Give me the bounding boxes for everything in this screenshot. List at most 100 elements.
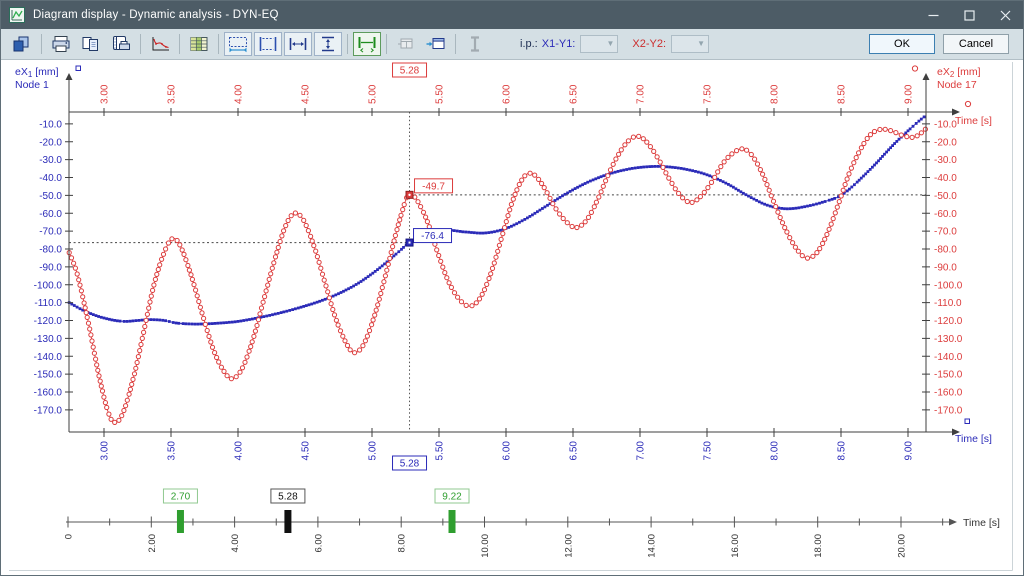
table-button[interactable] <box>185 32 213 56</box>
timeline-tick-label: 18.00 <box>813 534 824 558</box>
copy-button[interactable] <box>8 32 36 56</box>
data-point-circle <box>734 148 740 154</box>
data-point-square <box>628 167 631 171</box>
data-point-circle <box>918 130 925 136</box>
data-point-circle <box>194 293 200 299</box>
axis-title: eX1 [mm] <box>15 66 59 79</box>
data-point-square <box>402 246 405 249</box>
data-point-circle <box>260 299 266 305</box>
timeline-tick-label: 4.00 <box>230 534 241 553</box>
data-point-square <box>873 163 876 167</box>
print-button[interactable] <box>47 32 75 56</box>
data-point-circle <box>708 179 715 186</box>
print-setup-button[interactable] <box>107 32 135 56</box>
data-point-circle <box>141 329 147 335</box>
data-point-circle <box>357 347 363 353</box>
data-point-circle <box>80 294 86 300</box>
data-point-circle <box>331 312 338 318</box>
x-tick-label-bottom: 7.00 <box>636 441 647 461</box>
data-point-square <box>879 157 882 160</box>
cursor-crosshair[interactable] <box>69 112 926 432</box>
data-point-circle <box>663 170 669 176</box>
data-point-circle <box>394 227 400 233</box>
minimize-button[interactable] <box>915 1 951 29</box>
data-point-circle <box>505 213 511 219</box>
data-point-square <box>682 167 686 171</box>
data-point-circle <box>882 126 888 132</box>
data-point-square <box>467 230 471 234</box>
x-tick-label-top: 9.00 <box>904 84 915 104</box>
range-horizontal-button[interactable] <box>284 32 312 56</box>
data-point-square <box>187 322 191 326</box>
data-point-square <box>385 260 389 264</box>
y-tick-label-left: -110.0 <box>34 298 62 309</box>
data-point-circle <box>265 282 271 288</box>
data-point-square <box>122 320 126 323</box>
zoom-window-button[interactable] <box>254 32 282 56</box>
timeline-tick-label: 14.00 <box>647 534 658 558</box>
window-add-button[interactable] <box>392 32 420 56</box>
data-point-square <box>877 159 880 163</box>
timeline[interactable]: 0 2.00 4.00 6.00 8.00 10.00 12.00 14.00 16.00 18.… <box>64 488 1001 558</box>
data-point-square <box>149 318 153 321</box>
data-point-square <box>490 230 493 234</box>
x-tick-label-top: 6.00 <box>502 84 513 104</box>
data-point-square <box>199 322 203 326</box>
data-point-circle <box>373 307 379 313</box>
data-point-circle <box>762 176 768 183</box>
data-point-square <box>755 199 758 202</box>
time-range-button[interactable] <box>353 32 381 56</box>
data-point-circle <box>400 207 406 213</box>
data-point-square <box>512 223 516 227</box>
ibeam-icon <box>471 36 479 52</box>
data-point-circle <box>790 240 796 246</box>
close-button[interactable] <box>987 1 1023 29</box>
data-point-circle <box>715 169 721 175</box>
data-point-circle <box>846 171 852 177</box>
data-point-square <box>737 188 740 192</box>
data-point-circle <box>179 247 185 253</box>
data-point-square <box>768 204 772 208</box>
data-point-circle <box>893 130 899 136</box>
data-point-square <box>800 205 804 209</box>
data-point-circle <box>309 238 315 244</box>
data-point-circle <box>84 314 90 320</box>
timeline-slider-handle[interactable] <box>176 510 184 533</box>
data-point-circle <box>502 225 508 231</box>
data-point-square <box>788 207 792 211</box>
ibeam-button[interactable] <box>461 32 489 56</box>
data-point-circle <box>254 322 260 329</box>
data-point-circle <box>146 305 152 311</box>
data-point-circle <box>150 287 156 293</box>
data-point-circle <box>909 134 915 141</box>
data-point-circle <box>94 362 100 368</box>
data-point-square <box>602 174 606 178</box>
diagram-button[interactable] <box>146 32 174 56</box>
axis-title: eX2 [mm] <box>937 66 981 79</box>
data-point-circle <box>108 416 114 422</box>
data-point-circle <box>155 266 161 273</box>
data-point-circle <box>458 299 465 305</box>
data-point-square <box>885 150 888 154</box>
data-point-circle <box>90 344 96 350</box>
data-point-circle <box>622 142 628 148</box>
cursor-readout[interactable]: -49.7 -76.4 5.28 5.28 <box>392 62 454 471</box>
data-point-square <box>233 320 237 324</box>
data-point-square <box>171 321 175 324</box>
diagram-canvas[interactable]: 3.00 3.00 3.50 3.50 4.00 4.00 4.50 4.50 5.00 5.00… <box>1 60 1023 576</box>
timeline-slider-handle[interactable] <box>448 510 456 533</box>
data-point-circle <box>255 317 262 323</box>
data-point-circle <box>314 254 320 260</box>
data-point-circle <box>752 156 758 162</box>
maximize-button[interactable] <box>951 1 987 29</box>
window-arrow-button[interactable] <box>422 32 450 56</box>
timeline-slider-handle[interactable] <box>284 510 292 533</box>
data-point-square <box>691 169 694 173</box>
data-point-circle <box>486 275 492 282</box>
ok-button[interactable]: OK <box>869 34 935 54</box>
data-point-circle <box>440 264 446 270</box>
copy-pages-button[interactable] <box>77 32 105 56</box>
range-vertical-button[interactable] <box>314 32 342 56</box>
cancel-button[interactable]: Cancel <box>943 34 1009 54</box>
zoom-horizontal-button[interactable] <box>224 32 252 56</box>
